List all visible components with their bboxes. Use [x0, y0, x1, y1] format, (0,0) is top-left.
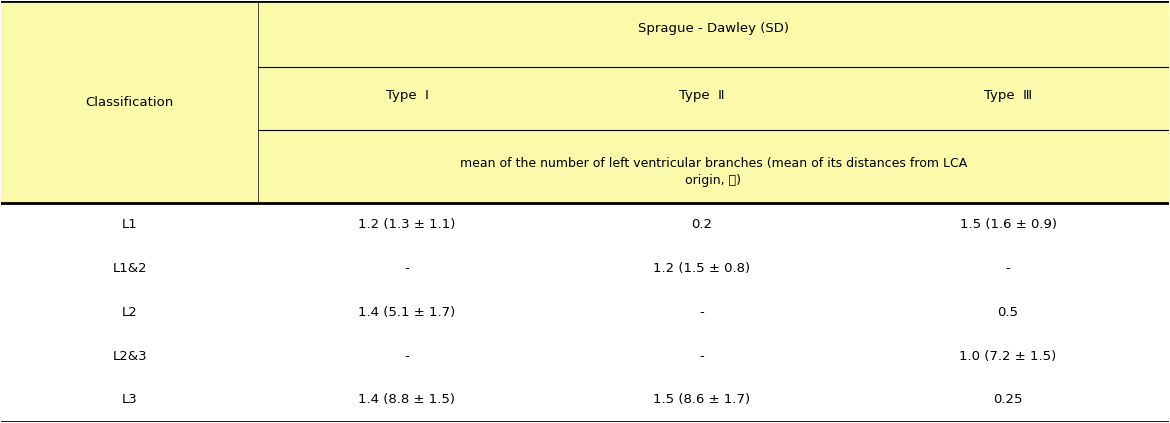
Text: L2&3: L2&3: [112, 349, 147, 363]
Text: L3: L3: [122, 393, 138, 406]
Text: Type  Ⅱ: Type Ⅱ: [679, 89, 724, 102]
Text: Sprague - Dawley (SD): Sprague - Dawley (SD): [638, 22, 789, 35]
Text: -: -: [1006, 262, 1011, 275]
Text: mean of the number of left ventricular branches (mean of its distances from LCA
: mean of the number of left ventricular b…: [460, 157, 968, 187]
Text: -: -: [700, 306, 704, 319]
Text: -: -: [405, 349, 410, 363]
Text: 1.5 (1.6 ± 0.9): 1.5 (1.6 ± 0.9): [959, 218, 1057, 231]
Text: Type  I: Type I: [386, 89, 428, 102]
Text: L1: L1: [122, 218, 138, 231]
Text: 0.5: 0.5: [998, 306, 1019, 319]
Text: L1&2: L1&2: [112, 262, 147, 275]
Text: 1.4 (5.1 ± 1.7): 1.4 (5.1 ± 1.7): [358, 306, 455, 319]
Text: -: -: [405, 262, 410, 275]
Text: Classification: Classification: [85, 96, 174, 109]
FancyBboxPatch shape: [1, 1, 1169, 203]
Text: 1.0 (7.2 ± 1.5): 1.0 (7.2 ± 1.5): [959, 349, 1057, 363]
Text: -: -: [700, 349, 704, 363]
Text: 1.2 (1.5 ± 0.8): 1.2 (1.5 ± 0.8): [653, 262, 750, 275]
Text: L2: L2: [122, 306, 138, 319]
Text: 1.4 (8.8 ± 1.5): 1.4 (8.8 ± 1.5): [358, 393, 455, 406]
Text: 1.2 (1.3 ± 1.1): 1.2 (1.3 ± 1.1): [358, 218, 455, 231]
Text: Type  Ⅲ: Type Ⅲ: [984, 89, 1032, 102]
Text: 0.2: 0.2: [691, 218, 713, 231]
Text: 0.25: 0.25: [993, 393, 1023, 406]
Text: 1.5 (8.6 ± 1.7): 1.5 (8.6 ± 1.7): [653, 393, 750, 406]
